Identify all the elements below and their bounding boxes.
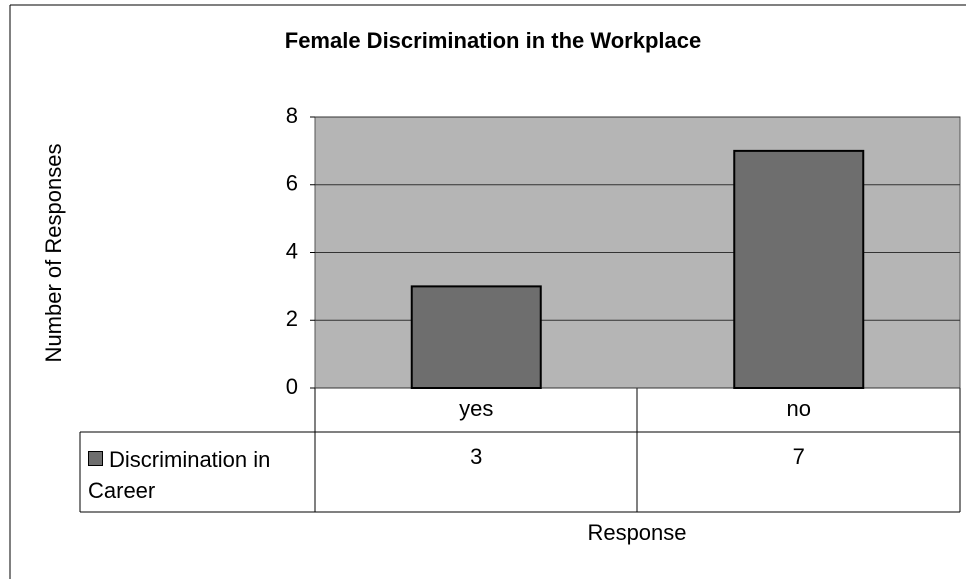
- y-tick-label: 4: [286, 238, 298, 263]
- bar: [410, 285, 542, 389]
- y-tick-label: 0: [286, 374, 298, 399]
- y-tick-label: 6: [286, 171, 298, 196]
- y-tick-label: 8: [286, 103, 298, 128]
- y-axis-label: Number of Responses: [41, 144, 66, 363]
- bar: [733, 149, 865, 389]
- x-axis-label: Response: [587, 520, 686, 545]
- table-value: 3: [470, 444, 482, 469]
- legend-label: Discrimination in Career: [88, 447, 271, 503]
- legend-entry: Discrimination in Career: [88, 444, 313, 506]
- y-tick-label: 2: [286, 306, 298, 331]
- x-tick-label: yes: [459, 396, 493, 421]
- legend-key: [88, 451, 103, 466]
- table-value: 7: [793, 444, 805, 469]
- x-tick-label: no: [787, 396, 811, 421]
- chart-title: Female Discrimination in the Workplace: [285, 28, 702, 53]
